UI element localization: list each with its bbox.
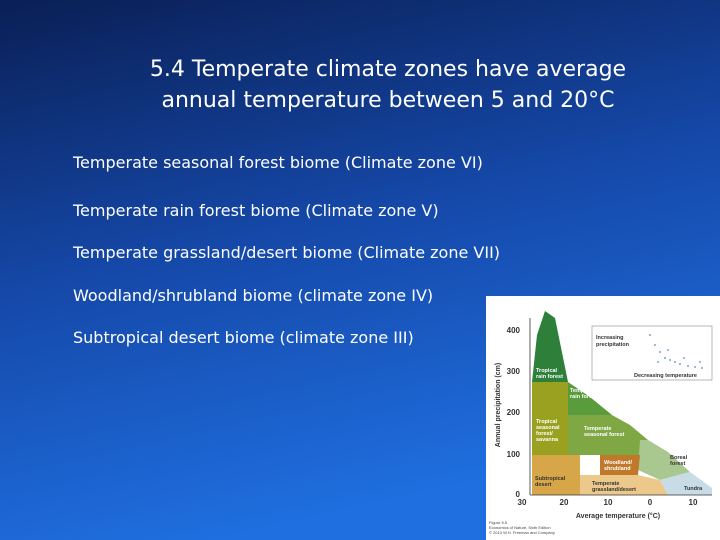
title-line: annual temperature between 5 and 20°C — [161, 88, 614, 113]
region-label: seasonal — [536, 425, 560, 431]
y-axis-label: Annual precipitation (cm) — [495, 363, 502, 447]
region-label: rain forest — [536, 374, 563, 380]
caption: © 2010 W.H. Freeman and Company — [489, 530, 555, 535]
region-label: savanna — [536, 437, 559, 443]
y-tick-label: 0 — [516, 490, 521, 499]
biome-figure: 400 300 200 100 0 30 20 10 0 10 Average … — [486, 296, 720, 540]
region-label: Tropical — [536, 368, 558, 374]
region-label: Tropical — [536, 419, 558, 425]
x-tick-label: 10 — [604, 498, 613, 507]
bullet: Temperate seasonal forest biome (Climate… — [72, 153, 483, 172]
y-tick-label: 100 — [507, 450, 521, 459]
region — [532, 382, 568, 455]
region — [568, 415, 648, 455]
region — [532, 311, 568, 382]
region-label: Subtropical — [535, 476, 566, 482]
caption: Economics of Nature, Sixth Edition — [489, 525, 551, 530]
bullet: Woodland/shrubland biome (climate zone I… — [73, 286, 433, 305]
x-tick-label: 30 — [518, 498, 527, 507]
caption: Figure 5.5 — [489, 520, 508, 525]
y-tick-label: 400 — [507, 326, 521, 335]
region-label: Temperate — [592, 481, 619, 487]
region — [580, 475, 668, 495]
region-label: Boreal — [670, 455, 688, 461]
x-tick-label: 20 — [560, 498, 569, 507]
region-label: Woodland/ — [604, 460, 632, 466]
region-label: forest — [670, 461, 685, 467]
bullet: Subtropical desert biome (climate zone I… — [73, 328, 414, 347]
y-tick-label: 200 — [507, 408, 521, 417]
region-label: shrubland — [604, 466, 631, 472]
region — [660, 472, 712, 495]
region-label: forest/ — [536, 431, 553, 437]
inset — [591, 325, 713, 381]
bullet: Temperate grassland/desert biome (Climat… — [72, 243, 500, 262]
region — [600, 455, 640, 475]
region-label: Temperate — [570, 388, 597, 394]
bullet: Temperate rain forest biome (Climate zon… — [72, 201, 439, 220]
region-label: seasonal forest — [584, 432, 625, 438]
inset-dots — [649, 334, 703, 369]
region-label: grassland/desert — [592, 487, 636, 493]
region-label: desert — [535, 482, 552, 488]
x-axis-label: Average temperature (°C) — [576, 512, 660, 520]
region — [532, 455, 580, 495]
inset-label: precipitation — [596, 342, 630, 348]
y-tick-label: 300 — [507, 367, 521, 376]
inset-label: Decreasing temperature — [634, 373, 697, 379]
region-label: Temperate — [584, 426, 611, 432]
region — [568, 382, 612, 415]
region-label: Tundra — [684, 486, 703, 492]
region-label: rain forest — [570, 394, 597, 400]
title-line: 5.4 Temperate climate zones have average — [150, 57, 626, 82]
inset-label: Increasing — [596, 335, 624, 341]
region — [638, 440, 690, 480]
x-tick-label: 0 — [648, 498, 653, 507]
x-tick-label: 10 — [689, 498, 698, 507]
